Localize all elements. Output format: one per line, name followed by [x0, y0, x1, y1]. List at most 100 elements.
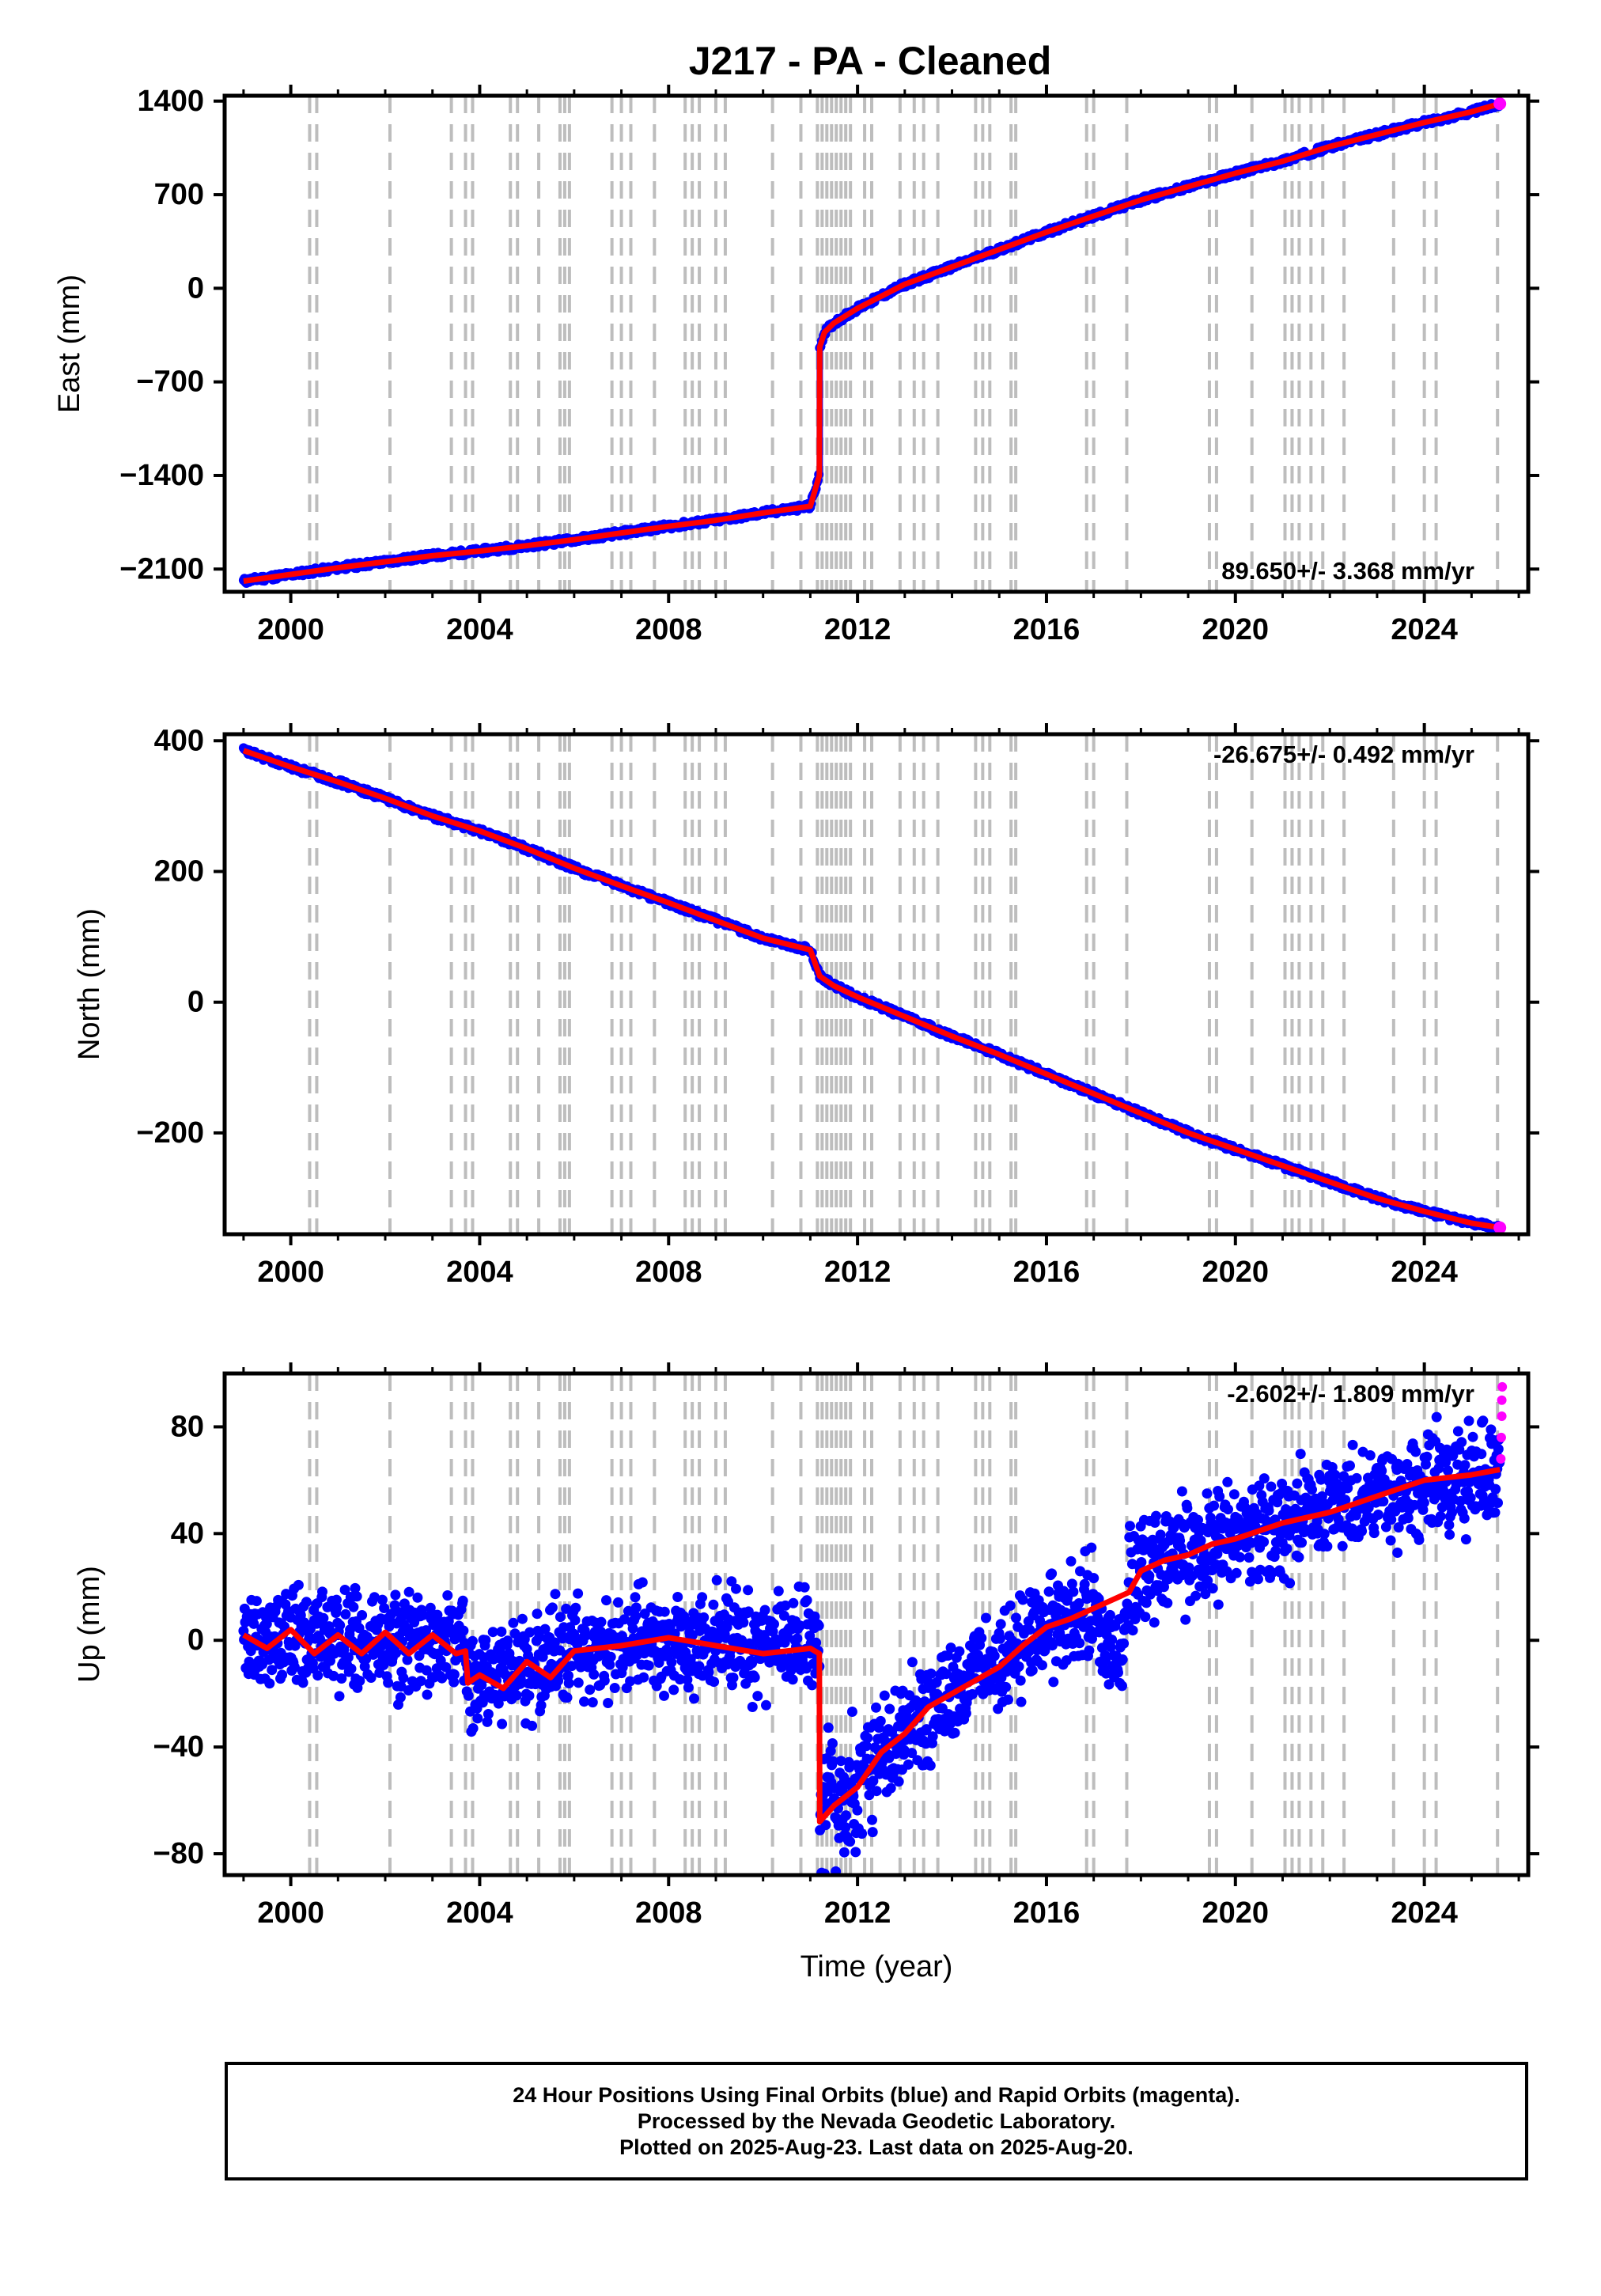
data-point: [496, 1626, 507, 1637]
event-markers: [308, 734, 1500, 1234]
data-point: [919, 1696, 930, 1707]
data-point: [449, 1677, 460, 1688]
data-point: [1180, 1614, 1191, 1625]
data-point: [752, 1691, 763, 1702]
data-point: [340, 1608, 351, 1620]
data-point: [343, 1652, 354, 1663]
data-point: [609, 1683, 620, 1693]
data-point: [668, 1684, 679, 1695]
data-point: [761, 1699, 771, 1711]
y-tick-label: 700: [154, 178, 204, 211]
data-point: [1117, 1680, 1127, 1692]
data-point: [458, 1625, 469, 1636]
event-markers: [308, 1373, 1500, 1875]
data-layer: [238, 97, 1507, 588]
data-point: [318, 1612, 329, 1623]
x-tick-label: 2020: [1202, 613, 1270, 646]
data-point: [1047, 1640, 1058, 1651]
data-point: [989, 1650, 1000, 1661]
data-point: [792, 1633, 803, 1644]
data-point: [835, 1756, 846, 1767]
data-point: [1104, 1609, 1115, 1620]
data-point: [1277, 1478, 1288, 1489]
data-point: [906, 1748, 918, 1759]
y-tick-label: 1400: [137, 85, 204, 118]
data-point: [1345, 1461, 1355, 1471]
data-point: [517, 1613, 528, 1624]
data-point: [351, 1591, 362, 1602]
data-point: [682, 1674, 693, 1685]
data-point: [563, 1670, 573, 1681]
data-point: [1162, 1597, 1173, 1608]
data-point: [502, 1635, 513, 1646]
model-fit-line: [242, 748, 1501, 1231]
data-point: [780, 1600, 791, 1611]
data-point: [672, 1592, 683, 1602]
data-point: [683, 1682, 694, 1693]
data-point: [1190, 1590, 1202, 1601]
data-point: [884, 1703, 895, 1714]
data-point: [579, 1696, 589, 1707]
data-point: [442, 1590, 453, 1601]
data-point: [493, 1698, 504, 1709]
data-point: [1292, 1478, 1303, 1489]
data-point: [508, 1617, 519, 1628]
data-point: [335, 1620, 346, 1631]
data-point: [339, 1585, 350, 1595]
data-point: [743, 1606, 754, 1617]
data-point: [527, 1720, 538, 1731]
data-point: [1315, 1474, 1327, 1485]
data-point: [476, 1680, 487, 1691]
data-point: [570, 1615, 581, 1626]
data-point: [480, 1635, 491, 1646]
data-point: [1340, 1495, 1351, 1506]
data-point: [289, 1661, 300, 1673]
rapid-orbit-point: [1493, 97, 1507, 111]
data-point: [605, 1651, 616, 1662]
data-point: [1001, 1681, 1012, 1692]
data-point: [1043, 1586, 1054, 1597]
data-point: [827, 1738, 838, 1749]
data-point: [603, 1698, 614, 1708]
data-point: [630, 1592, 641, 1603]
data-point: [402, 1654, 413, 1665]
data-point: [487, 1627, 498, 1638]
data-point: [563, 1678, 574, 1688]
data-point: [547, 1602, 558, 1613]
x-tick-label: 2004: [446, 1256, 513, 1289]
data-point: [1125, 1521, 1135, 1532]
data-point: [1003, 1694, 1013, 1705]
x-tick-label: 2000: [257, 1256, 324, 1289]
data-point: [813, 1620, 824, 1631]
data-point: [759, 1605, 770, 1616]
data-point: [1228, 1489, 1240, 1500]
data-point: [1093, 1593, 1104, 1605]
data-point: [1117, 1654, 1128, 1665]
data-point: [1253, 1574, 1263, 1585]
data-point: [354, 1676, 365, 1686]
model-fit-line: [243, 100, 1501, 584]
data-point: [1209, 1500, 1220, 1511]
data-point: [1079, 1578, 1090, 1589]
data-point: [437, 1673, 448, 1684]
data-point: [463, 1690, 474, 1701]
data-point: [509, 1628, 520, 1639]
data-point: [1182, 1502, 1193, 1514]
series-points: [238, 99, 1505, 588]
data-point: [1013, 1661, 1024, 1672]
data-point: [1327, 1462, 1338, 1472]
data-point: [1084, 1645, 1095, 1656]
data-point: [630, 1611, 642, 1622]
data-point: [1176, 1486, 1187, 1497]
data-point: [852, 1805, 863, 1816]
data-point: [1088, 1573, 1100, 1584]
data-point: [925, 1760, 936, 1771]
data-point: [1311, 1516, 1323, 1527]
data-point: [251, 1596, 262, 1607]
data-point: [1024, 1646, 1035, 1657]
data-point: [346, 1663, 357, 1674]
event-markers: [308, 96, 1500, 592]
data-point: [421, 1625, 432, 1636]
data-point: [1015, 1675, 1026, 1686]
